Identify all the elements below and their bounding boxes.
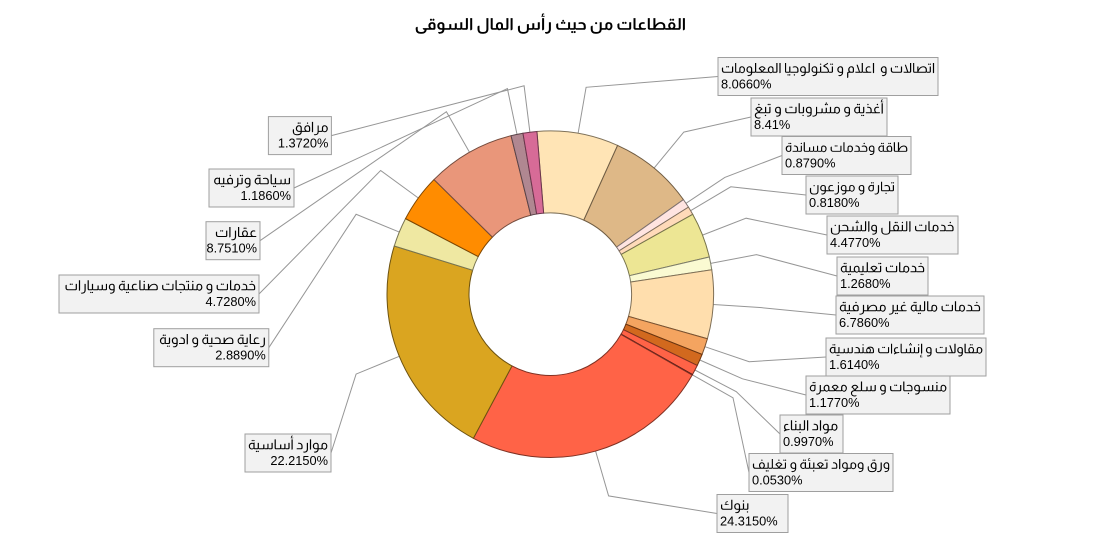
svg-text:22.2150%: 22.2150% [270,453,328,468]
svg-text:0.8180%: 0.8180% [809,195,860,210]
svg-text:1.1860%: 1.1860% [240,188,291,203]
svg-text:4.4770%: 4.4770% [830,235,881,250]
svg-text:1.3720%: 1.3720% [278,136,329,151]
svg-text:24.3150%: 24.3150% [720,513,778,528]
svg-text:1.1770%: 1.1770% [809,395,860,410]
svg-text:0.8790%: 0.8790% [785,155,836,170]
svg-text:2.8890%: 2.8890% [215,348,266,363]
svg-text:8.41%: 8.41% [754,117,790,132]
svg-text:8.7510%: 8.7510% [206,241,257,256]
svg-text:8.0660%: 8.0660% [721,76,772,91]
svg-text:4.7280%: 4.7280% [205,294,256,309]
svg-text:0.9970%: 0.9970% [783,434,834,449]
svg-text:1.6140%: 1.6140% [829,357,880,372]
svg-text:6.7860%: 6.7860% [839,315,890,330]
svg-text:1.2680%: 1.2680% [840,276,891,291]
svg-text:0.0530%: 0.0530% [752,472,803,487]
